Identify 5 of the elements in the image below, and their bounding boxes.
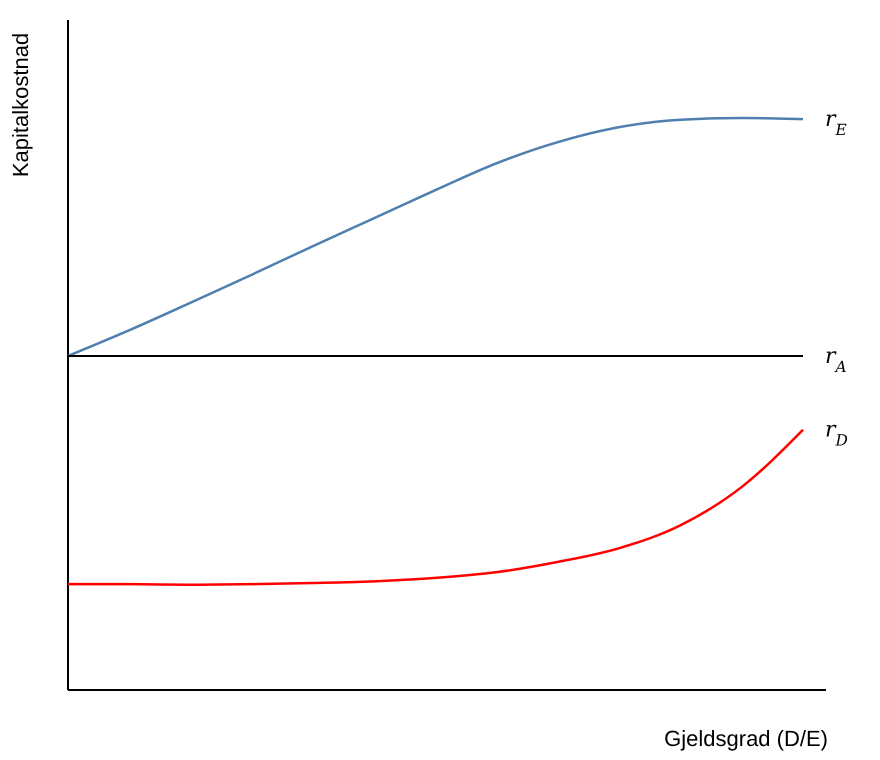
x-axis-title: Gjeldsgrad (D/E) (664, 726, 828, 751)
y-axis-title: Kapitalkostnad (8, 32, 33, 178)
series-label: r$_{E}$ (825, 107, 847, 140)
series-label: r$_{A}$ (825, 344, 847, 376)
series-label: r$_{D}$ (825, 418, 848, 450)
